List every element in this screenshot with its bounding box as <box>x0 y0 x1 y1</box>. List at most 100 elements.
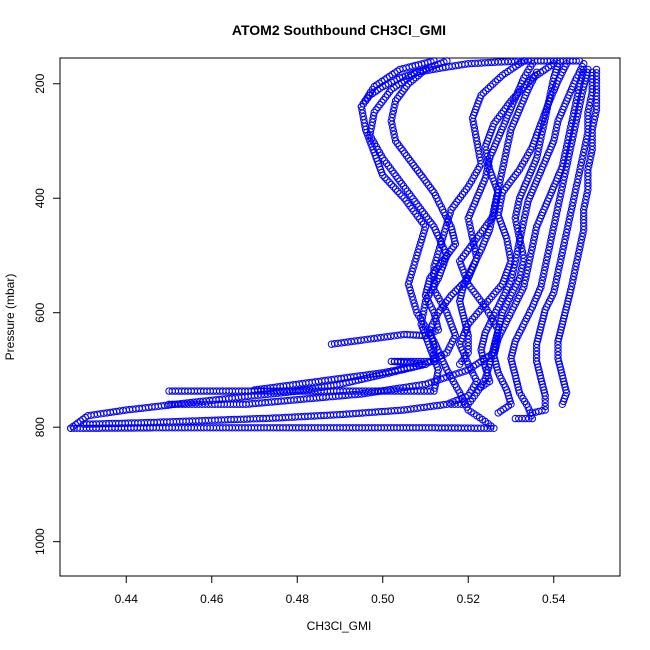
data-point <box>567 208 575 217</box>
data-point <box>552 127 560 135</box>
data-point <box>507 277 515 285</box>
data-point <box>577 162 585 170</box>
data-point <box>477 305 485 313</box>
data-point <box>542 111 550 119</box>
data-point <box>483 164 492 172</box>
profile-7 <box>250 60 537 394</box>
data-point <box>545 94 554 102</box>
data-point <box>539 124 547 132</box>
data-point <box>447 291 455 300</box>
data-point <box>391 137 400 145</box>
profile-15 <box>357 57 584 111</box>
data-point <box>540 121 548 129</box>
data-point <box>391 134 399 142</box>
data-point <box>388 113 396 122</box>
data-point <box>572 99 580 108</box>
data-point <box>555 196 564 204</box>
data-point <box>395 92 403 100</box>
data-point <box>551 130 559 139</box>
data-point <box>418 235 426 244</box>
data-point <box>520 214 529 222</box>
data-point <box>584 108 592 117</box>
data-point <box>530 236 538 244</box>
data-point <box>561 149 569 158</box>
y-axis: 200 400 600 800 1000 <box>33 73 61 555</box>
data-point <box>509 267 517 275</box>
data-point <box>557 189 565 198</box>
data-point <box>389 183 398 191</box>
data-point <box>391 185 400 193</box>
data-point <box>550 289 558 297</box>
data-point <box>550 137 558 145</box>
data-point <box>500 155 509 164</box>
data-point <box>503 142 512 150</box>
data-point <box>556 258 564 267</box>
data-point <box>566 126 574 134</box>
data-point <box>524 263 532 271</box>
data-point <box>487 219 495 227</box>
data-point <box>520 217 528 225</box>
data-point <box>494 75 502 84</box>
data-point <box>468 315 477 323</box>
data-point <box>513 250 521 259</box>
y-tick-label: 200 <box>33 73 47 93</box>
data-point <box>478 349 486 357</box>
data-point <box>503 145 511 154</box>
data-point <box>486 222 494 231</box>
data-point <box>587 152 595 161</box>
data-point <box>582 192 591 201</box>
data-point <box>404 280 413 288</box>
data-point <box>552 279 560 287</box>
data-point <box>383 176 391 184</box>
data-point <box>479 89 488 97</box>
data-point <box>471 312 479 321</box>
data-point <box>495 179 504 187</box>
data-point <box>440 255 449 263</box>
data-point <box>553 206 561 214</box>
data-point <box>491 199 499 207</box>
data-point <box>558 248 566 257</box>
data-point <box>551 282 559 290</box>
data-point <box>575 249 583 257</box>
data-point <box>574 89 582 98</box>
chart-title: ATOM2 Southbound CH3Cl_GMI <box>232 22 446 38</box>
data-point <box>493 189 502 197</box>
data-point <box>504 139 512 147</box>
data-point <box>405 277 413 285</box>
y-axis-label: Pressure (mbar) <box>3 274 17 361</box>
data-point <box>541 406 549 414</box>
data-point <box>535 141 544 149</box>
y-tick-label: 1000 <box>33 528 47 555</box>
data-point <box>409 296 417 304</box>
data-point <box>519 220 527 229</box>
data-point <box>565 129 574 138</box>
data-point <box>417 171 425 180</box>
data-point <box>589 119 598 127</box>
data-point <box>408 293 416 301</box>
data-point <box>437 259 445 268</box>
data-point <box>540 266 549 274</box>
data-point <box>581 142 589 150</box>
data-point <box>381 173 389 182</box>
data-point <box>558 183 566 191</box>
data-point <box>498 169 506 177</box>
data-point <box>571 103 579 111</box>
data-point <box>557 255 565 263</box>
data-point <box>562 146 570 154</box>
data-point <box>572 262 580 271</box>
data-point <box>495 182 503 191</box>
data-point <box>521 210 529 219</box>
data-point <box>587 95 595 103</box>
data-point <box>570 269 579 277</box>
data-point <box>486 82 495 91</box>
data-point <box>427 272 436 280</box>
data-point <box>572 96 581 104</box>
data-point <box>514 201 522 209</box>
data-point <box>572 182 581 190</box>
data-point <box>540 269 548 278</box>
data-point <box>554 203 562 211</box>
data-point <box>434 309 442 317</box>
data-point <box>571 188 579 197</box>
data-point <box>390 130 398 139</box>
data-point <box>562 143 571 151</box>
